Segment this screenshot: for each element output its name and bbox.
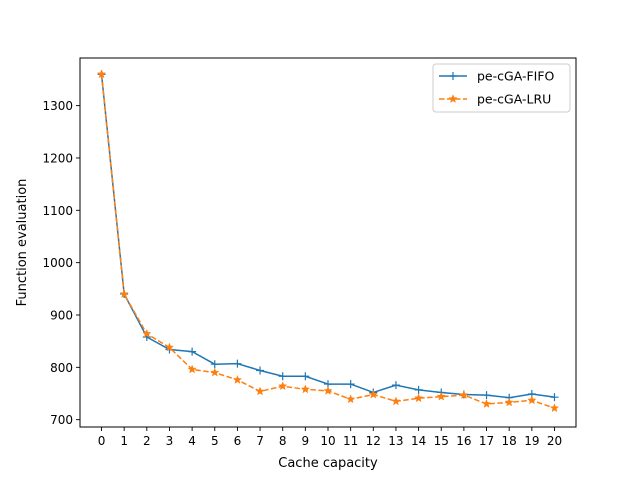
data-point (345, 394, 356, 404)
data-point (142, 328, 152, 338)
data-point (210, 367, 220, 377)
data-point (549, 403, 560, 413)
x-tick-label: 16 (456, 434, 471, 448)
x-tick-label: 15 (434, 434, 449, 448)
data-point (187, 364, 197, 374)
legend-label: pe-cGA-LRU (477, 92, 551, 107)
data-point (346, 380, 355, 389)
x-tick-label: 9 (302, 434, 310, 448)
data-point (210, 360, 219, 369)
legend-item-pe-cga-fifo: pe-cGA-FIFO (439, 69, 555, 84)
x-tick-label: 17 (479, 434, 494, 448)
x-tick-label: 0 (98, 434, 106, 448)
series-pe-cga-lru (96, 69, 560, 413)
series-line-pe-cga-lru (100, 74, 555, 409)
y-tick-label: 800 (50, 361, 73, 375)
x-tick-label: 8 (279, 434, 287, 448)
legend-label: pe-cGA-FIFO (477, 69, 555, 84)
data-point (414, 385, 423, 394)
data-point (233, 359, 242, 368)
x-tick-label: 10 (320, 434, 335, 448)
y-tick-label: 1000 (42, 256, 73, 270)
y-tick-label: 1100 (42, 204, 73, 218)
data-point (278, 372, 287, 381)
data-point (504, 397, 514, 407)
plot-area (96, 69, 560, 413)
data-point (481, 399, 492, 408)
data-point (436, 391, 446, 401)
x-tick-label: 18 (502, 434, 517, 448)
y-tick-label: 900 (50, 308, 73, 322)
x-axis-label: Cache capacity (278, 456, 378, 471)
data-point (232, 374, 243, 384)
data-point (368, 389, 378, 399)
legend-item-pe-cga-lru: pe-cGA-LRU (439, 92, 551, 107)
y-axis-label: Function evaluation (15, 179, 30, 307)
x-tick-label: 6 (234, 434, 242, 448)
x-tick-label: 4 (188, 434, 196, 448)
data-point (278, 381, 288, 391)
data-point (459, 390, 469, 400)
x-tick-label: 20 (547, 434, 562, 448)
series-pe-cga-fifo (97, 70, 559, 402)
x-tick-label: 19 (524, 434, 539, 448)
data-point (413, 393, 424, 403)
y-tick-label: 1300 (42, 99, 73, 113)
legend-marker (448, 94, 458, 103)
data-point (300, 384, 311, 394)
data-point (119, 289, 129, 299)
x-tick-label: 5 (211, 434, 219, 448)
data-point (188, 347, 197, 356)
data-point (301, 372, 310, 381)
legend-marker (449, 72, 457, 80)
x-tick-label: 1 (120, 434, 128, 448)
legend: pe-cGA-FIFO pe-cGA-LRU (432, 63, 571, 113)
x-axis-ticks: 0 1 2 3 4 5 6 7 8 9 10 11 12 13 14 15 16 17 18 19 20 (98, 427, 562, 448)
data-point (391, 396, 401, 406)
x-tick-label: 14 (411, 434, 426, 448)
x-tick-label: 2 (143, 434, 151, 448)
data-point (550, 393, 559, 402)
data-point (527, 395, 537, 405)
axes-frame (79, 57, 577, 428)
x-tick-label: 11 (343, 434, 358, 448)
data-point (256, 366, 265, 375)
y-tick-label: 1200 (42, 151, 73, 165)
y-tick-label: 700 (50, 413, 73, 427)
data-point (391, 381, 400, 390)
data-point (255, 386, 265, 396)
data-point (164, 342, 175, 352)
legend-box (432, 63, 571, 113)
x-tick-label: 7 (256, 434, 264, 448)
data-point (323, 385, 333, 395)
data-point (96, 69, 107, 79)
x-tick-label: 13 (388, 434, 403, 448)
x-tick-label: 3 (166, 434, 174, 448)
x-tick-label: 12 (366, 434, 381, 448)
y-axis-ticks: 700 800 900 1000 1100 1200 1300 (42, 99, 80, 427)
data-point (482, 391, 491, 400)
